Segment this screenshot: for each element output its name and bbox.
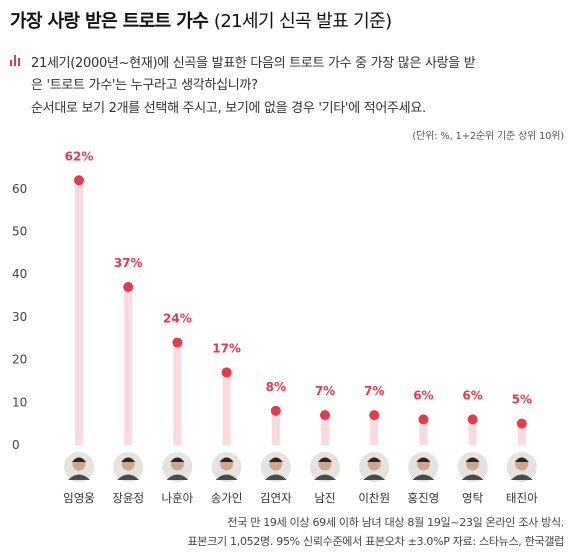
avatar-body <box>166 474 189 480</box>
category-label: 나훈아 <box>162 491 194 505</box>
avatar-body <box>363 474 386 480</box>
data-label: 37% <box>114 256 143 270</box>
category-label: 남진 <box>314 491 335 505</box>
avatar-hair <box>72 457 86 462</box>
unit-note: (단위: %, 1+2순위 기준 상위 10위) <box>412 131 564 142</box>
category-label: 이찬원 <box>358 491 390 505</box>
data-label: 7% <box>315 384 335 398</box>
footnote-line-1: 전국 만 19세 이상 69세 이하 남녀 대상 8월 19일~23일 온라인 … <box>227 516 564 529</box>
y-tick-label: 20 <box>12 353 27 367</box>
avatar-body <box>314 474 336 480</box>
avatar-hair <box>318 457 332 462</box>
category-label: 송가인 <box>211 491 243 505</box>
chart-title: 가장 사랑 받은 트로트 가수 (21세기 신곡 발표 기준) <box>10 7 392 33</box>
data-point <box>270 405 281 416</box>
bar <box>75 180 83 445</box>
y-tick-label: 30 <box>12 310 27 324</box>
question-line-3: 순서대로 보기 2개를 선택해 주시고, 보기에 없을 경우 '기타'에 적어주… <box>31 101 426 116</box>
category-label: 장윤정 <box>112 491 144 505</box>
bar <box>124 287 133 445</box>
avatar-hair <box>514 457 529 462</box>
bar-chart-icon <box>10 54 22 66</box>
data-point <box>467 414 478 425</box>
y-tick-label: 60 <box>12 182 27 196</box>
category-label: 영탁 <box>462 491 484 505</box>
data-point <box>516 418 527 429</box>
bar <box>468 419 477 445</box>
avatar-hair <box>268 457 283 462</box>
y-tick-label: 0 <box>12 438 20 452</box>
bar <box>419 419 428 445</box>
bar <box>173 342 182 445</box>
bar <box>517 423 526 445</box>
data-point <box>320 410 330 421</box>
avatar-hair <box>367 457 382 462</box>
avatar-hair <box>170 457 185 462</box>
footnote-line-2: 표본크기 1,052명. 95% 신뢰수준에서 표본오차 ±3.0%P 자료: … <box>187 535 565 548</box>
category-label: 홍진영 <box>408 491 440 505</box>
data-label: 6% <box>462 388 482 402</box>
data-point <box>74 175 84 186</box>
avatar-body <box>117 474 140 480</box>
data-label: 24% <box>163 312 192 326</box>
avatar-hair <box>465 457 480 462</box>
y-tick-label: 10 <box>12 395 27 409</box>
question-line-2: 은 '트로트 가수'는 누구라고 생각하십니까? <box>31 78 258 93</box>
avatar-body <box>461 474 484 480</box>
avatar-body <box>264 474 287 480</box>
question-line-1: 21세기(2000년~현재)에 신곡을 발표한 다음의 트로트 가수 중 가장 … <box>31 56 476 71</box>
category-label: 김연자 <box>260 491 292 505</box>
data-point <box>172 337 183 348</box>
avatar-hair <box>121 457 136 462</box>
data-point <box>418 414 429 425</box>
avatar-hair <box>416 457 431 462</box>
avatar-body <box>412 474 435 480</box>
data-point <box>221 367 232 378</box>
data-label: 17% <box>212 341 241 355</box>
bar <box>222 372 231 445</box>
data-label: 5% <box>512 393 532 407</box>
data-label: 62% <box>65 149 94 163</box>
category-label: 태진아 <box>506 491 538 505</box>
y-tick-label: 40 <box>12 267 27 281</box>
title-main: 가장 사랑 받은 트로트 가수 <box>10 11 209 32</box>
data-label: 6% <box>413 388 433 402</box>
data-point <box>369 410 380 421</box>
avatar-body <box>215 474 238 480</box>
data-label: 7% <box>364 384 384 398</box>
bar-chart: 0 10 20 30 40 50 60 62% 임영웅 37% 장윤정 24% 나훈아 17% 송가인 8% 김… <box>12 149 538 505</box>
y-tick-label: 50 <box>12 225 27 239</box>
bar <box>321 415 329 445</box>
avatar-body <box>68 474 90 480</box>
avatar-hair <box>219 457 234 462</box>
data-point <box>123 282 134 293</box>
title-subtitle: (21세기 신곡 발표 기준) <box>213 11 392 32</box>
data-label: 8% <box>266 380 286 394</box>
bar <box>271 410 280 445</box>
category-label: 임영웅 <box>63 491 95 505</box>
bar <box>370 415 379 445</box>
avatar-body <box>510 474 533 480</box>
